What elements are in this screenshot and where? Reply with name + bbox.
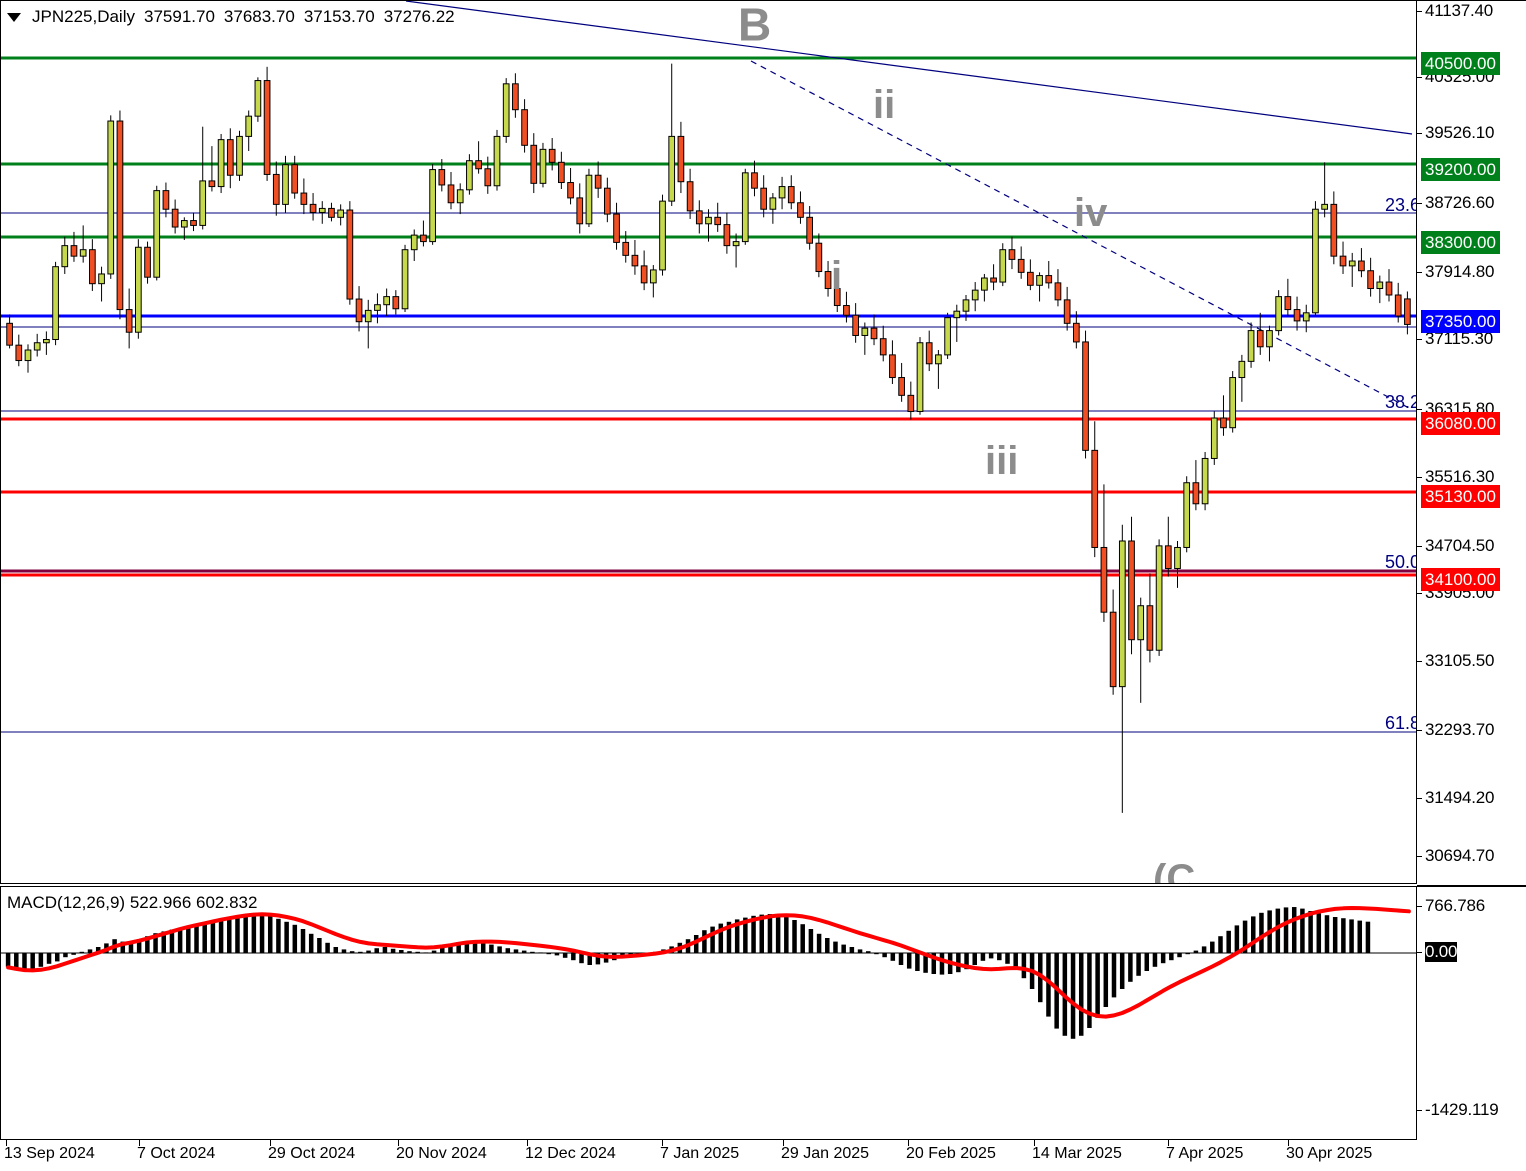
tick-dash	[1417, 661, 1422, 662]
macd-tick-label: -1429.119	[1425, 1100, 1499, 1119]
price-tick-label: 30694.70	[1425, 846, 1495, 865]
tick-dash	[1417, 409, 1422, 410]
open-value: 37591.70	[144, 7, 215, 26]
macd-histogram	[5, 907, 1371, 1039]
price-tick-label: 38726.60	[1425, 193, 1495, 212]
high-value: 37683.70	[223, 7, 295, 26]
price-tick-label: 37914.80	[1425, 262, 1495, 281]
time-axis-label: 13 Sep 2024	[4, 1145, 95, 1162]
chart-header: JPN225,Daily 37591.70 37683.70 37153.70 …	[7, 6, 455, 28]
macd-plot-area[interactable]	[1, 887, 1416, 1139]
macd-indicator-label: MACD(12,26,9) 522.966 602.832	[7, 893, 258, 912]
wave-label-iv[interactable]: iv	[1074, 191, 1108, 235]
macd-axis[interactable]: 766.786 0.00 -1429.119	[1417, 886, 1526, 1142]
tick-dash	[1417, 952, 1422, 953]
fib-label-61-8: 61.8	[1385, 713, 1416, 733]
tick-dash	[1417, 11, 1422, 12]
macd-chart-svg	[1, 906, 1416, 1039]
candlestick-series	[6, 63, 1411, 813]
time-tick	[908, 1140, 909, 1146]
time-axis-label: 20 Nov 2024	[396, 1145, 487, 1162]
tick-dash	[1417, 272, 1422, 273]
price-level-label-36080[interactable]: 36080.00	[1421, 412, 1500, 435]
fib-label-50-0: 50.0	[1385, 552, 1416, 572]
downtrend-upper[interactable]	[405, 1, 1413, 135]
price-level-label-40500[interactable]: 40500.00	[1421, 52, 1500, 75]
time-tick	[270, 1140, 271, 1146]
price-tick-label: 32293.70	[1425, 720, 1495, 739]
time-axis[interactable]: 13 Sep 2024 7 Oct 2024 29 Oct 2024 20 Nov 2…	[0, 1140, 1526, 1171]
time-tick	[662, 1140, 663, 1146]
tick-dash	[1417, 730, 1422, 731]
tick-dash	[1417, 133, 1422, 134]
tick-dash	[1417, 477, 1422, 478]
price-tick-label: 35516.30	[1425, 467, 1495, 486]
time-axis-label: 14 Mar 2025	[1032, 1145, 1122, 1162]
triangle-down-icon[interactable]	[7, 12, 21, 22]
symbol-label: JPN225,Daily	[32, 7, 135, 26]
tick-dash	[1417, 203, 1422, 204]
tick-dash	[1417, 1110, 1422, 1111]
fib-label-38-2: 38.2	[1385, 392, 1416, 412]
wave-label-ii[interactable]: ii	[873, 83, 895, 127]
price-level-label-34100[interactable]: 34100.00	[1421, 568, 1500, 591]
wave-label-i[interactable]: i	[831, 254, 842, 298]
time-axis-label: 7 Oct 2024	[137, 1145, 216, 1162]
tick-dash	[1417, 593, 1422, 594]
tick-dash	[1417, 77, 1422, 78]
time-tick	[398, 1140, 399, 1146]
wave-label-B[interactable]: B	[738, 1, 771, 51]
time-tick	[783, 1140, 784, 1146]
macd-tick-label: 0.00	[1425, 942, 1458, 962]
price-tick-label: 37115.30	[1425, 329, 1494, 348]
price-level-label-37350[interactable]: 37350.00	[1421, 310, 1500, 333]
time-axis-label: 30 Apr 2025	[1286, 1145, 1373, 1162]
wave-label-iii[interactable]: iii	[985, 439, 1018, 483]
low-value: 37153.70	[303, 7, 375, 26]
time-tick	[527, 1140, 528, 1146]
tick-dash	[1417, 546, 1422, 547]
time-tick	[1034, 1140, 1035, 1146]
time-axis-label: 7 Apr 2025	[1166, 1145, 1244, 1162]
tick-dash	[1417, 339, 1422, 340]
time-axis-label: 29 Oct 2024	[268, 1145, 356, 1162]
downtrend-inner[interactable]	[750, 60, 1410, 409]
tick-dash	[1417, 798, 1422, 799]
tick-dash	[1417, 906, 1422, 907]
macd-pane[interactable]: MACD(12,26,9) 522.966 602.832	[0, 886, 1417, 1140]
time-tick	[6, 1140, 7, 1146]
time-axis-label: 7 Jan 2025	[660, 1145, 740, 1162]
price-tick-label: 34704.50	[1425, 536, 1495, 555]
price-axis[interactable]: 41137.40 40325.00 39526.10 38726.60 37914.80…	[1417, 0, 1526, 886]
time-tick	[1168, 1140, 1169, 1146]
time-axis-label: 29 Jan 2025	[781, 1145, 870, 1162]
time-tick	[139, 1140, 140, 1146]
price-level-label-38300[interactable]: 38300.00	[1421, 231, 1500, 254]
wave-label-C[interactable]: (C	[1153, 857, 1195, 883]
price-tick-label: 31494.20	[1425, 788, 1495, 807]
macd-tick-label: 766.786	[1425, 896, 1486, 915]
price-tick-label: 41137.40	[1425, 1, 1494, 20]
price-tick-label: 33105.50	[1425, 651, 1495, 670]
price-tick-label: 39526.10	[1425, 123, 1495, 142]
time-axis-label: 20 Feb 2025	[906, 1145, 996, 1162]
close-value: 37276.22	[383, 7, 455, 26]
time-axis-label: 12 Dec 2024	[525, 1145, 616, 1162]
macd-signal-line	[6, 906, 1411, 1019]
price-level-label-35130[interactable]: 35130.00	[1421, 485, 1500, 508]
tick-dash	[1417, 856, 1422, 857]
fib-label-23-6: 23.6	[1385, 195, 1416, 215]
time-tick	[1288, 1140, 1289, 1146]
price-level-label-39200[interactable]: 39200.00	[1421, 158, 1500, 181]
